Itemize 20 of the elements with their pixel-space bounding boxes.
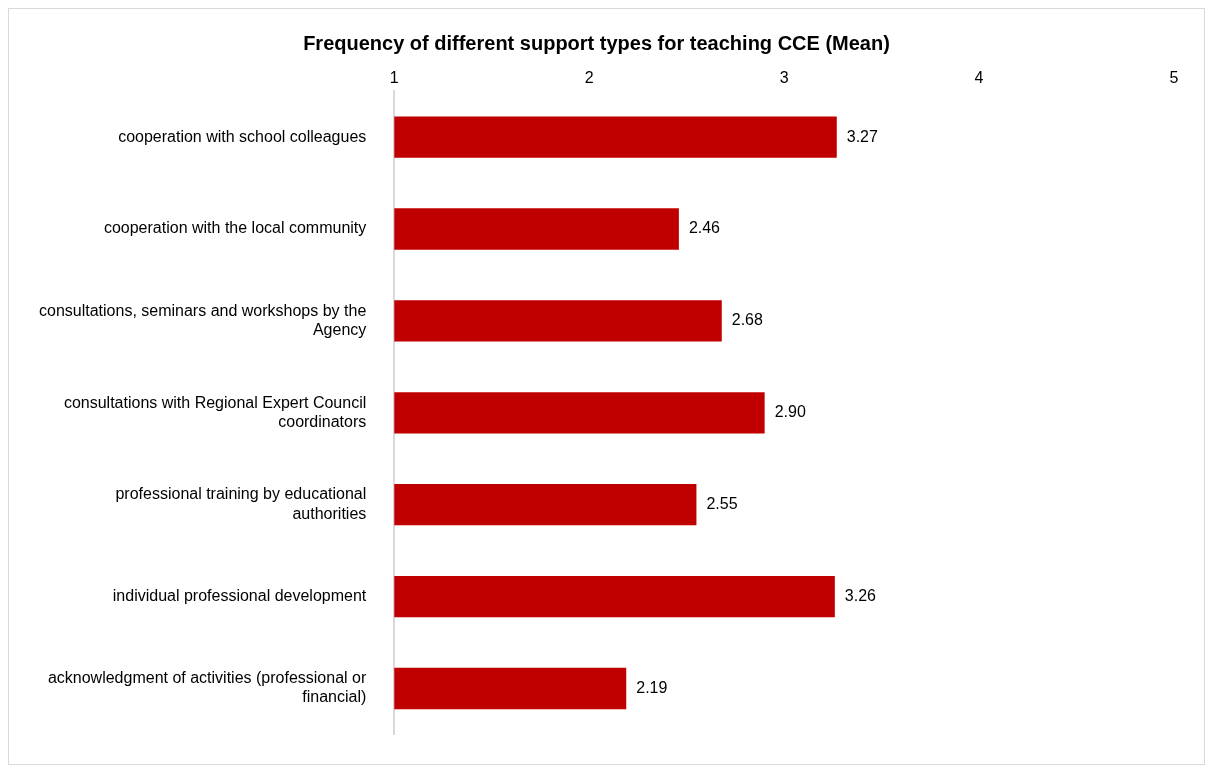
y-tick-label: consultations, seminars and workshops by the Agency: [39, 301, 367, 338]
y-tick-label: individual professional development: [112, 586, 367, 604]
y-tick-label: acknowledgment of activities (professional or financial): [47, 669, 367, 706]
x-tick-label: 3: [779, 69, 789, 87]
x-tick-label: 1: [389, 69, 399, 87]
data-label: 2.19: [636, 678, 668, 696]
data-label: 2.90: [774, 403, 806, 421]
chart-title: Frequency of different support types for teaching CCE (Mean): [303, 31, 890, 54]
data-label: 2.46: [688, 219, 721, 237]
data-label: 2.55: [706, 495, 738, 513]
y-tick-label: cooperation with school colleagues: [118, 127, 367, 145]
y-tick-label: consultations with Regional Expert Council coordinators: [63, 393, 367, 430]
x-tick-label: 5: [1169, 69, 1179, 87]
data-label: 3.26: [844, 586, 877, 604]
data-label: 2.68: [731, 311, 764, 329]
y-tick-label: cooperation with the local community: [103, 219, 367, 237]
data-label: 3.27: [846, 127, 879, 145]
x-tick-label: 2: [584, 69, 594, 87]
x-tick-label: 4: [974, 69, 984, 87]
y-tick-label: professional training by educational authorities: [115, 485, 367, 522]
